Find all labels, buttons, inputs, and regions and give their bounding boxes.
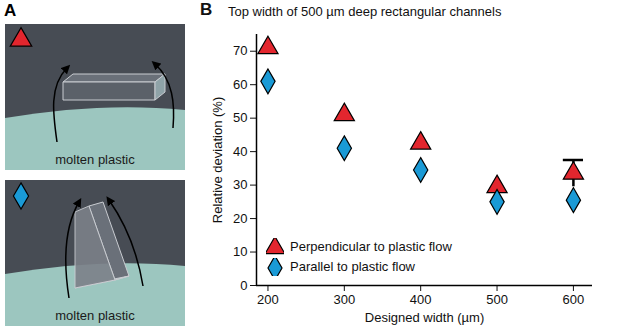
html-text:Top width of 500 µm deep recta: Top width of 500 µm deep rectangular cha…: [228, 4, 502, 19]
html-text:Parallel to plastic flow: Parallel to plastic flow: [290, 259, 415, 274]
svg-text:400: 400: [410, 292, 432, 307]
svg-text:molten plastic: molten plastic: [55, 152, 135, 167]
svg-text:70: 70: [233, 43, 247, 58]
svg-text:600: 600: [563, 292, 585, 307]
svg-text:30: 30: [233, 177, 247, 192]
html-text:Perpendicular to plastic flow: Perpendicular to plastic flow: [290, 239, 452, 254]
svg-text:A: A: [4, 1, 16, 20]
svg-text:50: 50: [233, 110, 247, 125]
svg-text:300: 300: [333, 292, 355, 307]
svg-text:0: 0: [240, 278, 247, 293]
svg-text:200: 200: [257, 292, 279, 307]
svg-text:10: 10: [233, 244, 247, 259]
svg-text:60: 60: [233, 77, 247, 92]
svg-text:20: 20: [233, 211, 247, 226]
svg-text:Relative deviation (%): Relative deviation (%): [210, 97, 225, 223]
svg-text:Designed width (µm): Designed width (µm): [365, 310, 484, 325]
svg-text:molten plastic: molten plastic: [55, 308, 135, 323]
svg-text:40: 40: [233, 144, 247, 159]
svg-text:500: 500: [486, 292, 508, 307]
html-text:B: B: [200, 0, 213, 19]
